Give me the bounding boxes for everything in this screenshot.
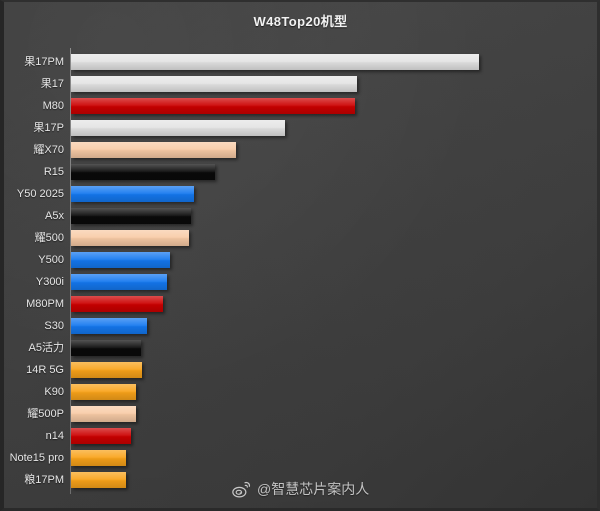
bar-track: [71, 76, 357, 92]
bar-category-label: 耀500: [34, 232, 64, 244]
bar-track: [71, 252, 170, 268]
bar-row: R15: [4, 161, 597, 183]
bar-track: [71, 230, 189, 246]
chart-title: W48Top20机型: [253, 14, 348, 29]
bar-category-label: Y50 2025: [16, 188, 64, 200]
bar-row: Y500: [4, 249, 597, 271]
bar-category-label: M80: [42, 100, 64, 112]
bar: [71, 362, 142, 378]
bar-category-label: K90: [44, 386, 64, 398]
bar-track: [71, 428, 131, 444]
bar-row: 果17PM: [4, 51, 597, 73]
weibo-watermark: @智慧芯片案内人: [232, 479, 369, 499]
bar: [71, 54, 479, 70]
bar-category-label: 耀X70: [33, 144, 64, 156]
bar: [71, 406, 136, 422]
bar-category-label: 14R 5G: [26, 364, 64, 376]
bar: [71, 208, 191, 224]
bar-category-label: A5x: [45, 210, 64, 222]
bar: [71, 252, 170, 268]
bar-row: Note15 pro: [4, 447, 597, 469]
bar-category-label: Y500: [38, 254, 64, 266]
plot-area: 果17PM 果17 M80 果17P 耀X70 R15 Y50 2025 A5x 耀500 Y50…: [4, 46, 597, 496]
bar-category-label: 果17: [40, 78, 64, 90]
bar-track: [71, 54, 479, 70]
bar-category-label: Note15 pro: [9, 452, 64, 464]
weibo-icon: [232, 481, 251, 498]
weibo-handle: @智慧芯片案内人: [257, 481, 370, 497]
bar-track: [71, 318, 147, 334]
bar-track: [71, 296, 163, 312]
bar-category-label: 耀500P: [27, 408, 64, 420]
bar-category-label: 果17P: [33, 122, 64, 134]
bar-track: [71, 274, 167, 290]
bar-track: [71, 384, 136, 400]
bar: [71, 472, 126, 488]
bar-category-label: A5活力: [28, 342, 64, 354]
bar-row: S30: [4, 315, 597, 337]
bar-track: [71, 120, 285, 136]
bar-row: 耀X70: [4, 139, 597, 161]
bar-track: [71, 450, 126, 466]
bar-category-label: M80PM: [26, 298, 64, 310]
bar-track: [71, 362, 142, 378]
bar-row: A5活力: [4, 337, 597, 359]
bar-category-label: Y300i: [35, 276, 64, 288]
bar: [71, 76, 357, 92]
bar: [71, 428, 131, 444]
bar-row: Y50 2025: [4, 183, 597, 205]
bar-track: [71, 186, 194, 202]
bar-track: [71, 340, 141, 356]
bar-row: 果17P: [4, 117, 597, 139]
bar-row: M80: [4, 95, 597, 117]
bar-track: [71, 98, 355, 114]
bar-category-label: S30: [44, 320, 64, 332]
bar: [71, 384, 136, 400]
bar-row: K90: [4, 381, 597, 403]
bar: [71, 318, 147, 334]
bar-track: [71, 142, 236, 158]
bar-track: [71, 164, 215, 180]
bar-row: 粮17PM: [4, 469, 597, 491]
bar: [71, 274, 167, 290]
bar-category-label: 粮17PM: [24, 474, 64, 486]
bar: [71, 164, 215, 180]
bar-category-label: n14: [45, 430, 64, 442]
bar-row: n14: [4, 425, 597, 447]
bar-track: [71, 208, 191, 224]
bar-row: A5x: [4, 205, 597, 227]
bar: [71, 186, 194, 202]
bar-category-label: R15: [43, 166, 64, 178]
y-axis-line: [70, 48, 71, 494]
bar-track: [71, 406, 136, 422]
bar-row: 果17: [4, 73, 597, 95]
bar: [71, 450, 126, 466]
bar: [71, 98, 355, 114]
bar: [71, 230, 189, 246]
bar-category-label: 果17PM: [24, 56, 64, 68]
bar: [71, 142, 236, 158]
bar: [71, 120, 285, 136]
bar: [71, 296, 163, 312]
bar-row: 14R 5G: [4, 359, 597, 381]
bar: [71, 340, 141, 356]
bar-track: [71, 472, 126, 488]
bar-row: M80PM: [4, 293, 597, 315]
bar-row: Y300i: [4, 271, 597, 293]
bar-row: 耀500P: [4, 403, 597, 425]
bar-row: 耀500: [4, 227, 597, 249]
